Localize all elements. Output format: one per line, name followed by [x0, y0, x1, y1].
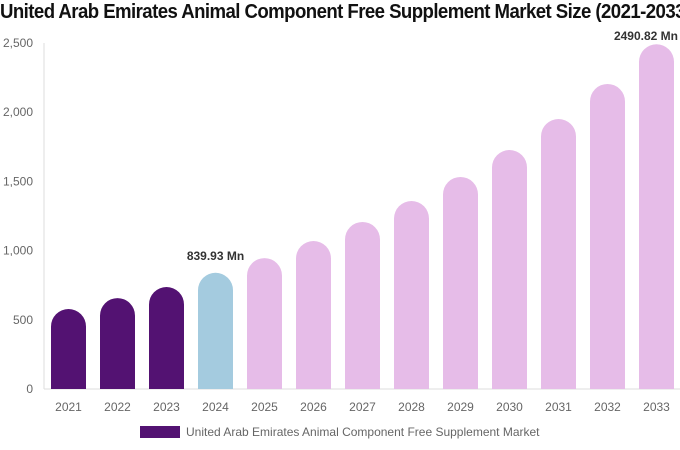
bar-2029[interactable] [443, 176, 478, 389]
y-tick-label: 500 [13, 313, 33, 327]
x-tick-label: 2032 [594, 400, 621, 414]
y-tick-label: 2,500 [3, 36, 33, 50]
y-tick-label: 1,500 [3, 174, 33, 188]
y-tick-label: 0 [26, 382, 33, 396]
data-label: 2490.82 Mn [614, 29, 678, 43]
bar-2030[interactable] [492, 149, 527, 389]
x-tick-label: 2029 [447, 400, 474, 414]
legend[interactable]: United Arab Emirates Animal Component Fr… [140, 425, 540, 439]
x-tick-label: 2021 [55, 400, 82, 414]
bar-2033[interactable] [639, 44, 674, 390]
x-tick-label: 2025 [251, 400, 278, 414]
y-tick-label: 2,000 [3, 105, 33, 119]
bar-2023[interactable] [149, 286, 184, 389]
x-tick-label: 2022 [104, 400, 131, 414]
x-tick-label: 2026 [300, 400, 327, 414]
legend-swatch [140, 426, 180, 438]
x-tick-label: 2024 [202, 400, 229, 414]
bar-2022[interactable] [100, 298, 135, 389]
x-tick-label: 2031 [545, 400, 572, 414]
bar-2032[interactable] [590, 83, 625, 389]
x-tick-label: 2030 [496, 400, 523, 414]
bar-2026[interactable] [296, 241, 331, 389]
bar-2028[interactable] [394, 201, 429, 389]
bar-2027[interactable] [345, 221, 380, 389]
bar-2031[interactable] [541, 118, 576, 389]
chart-title: United Arab Emirates Animal Component Fr… [0, 1, 680, 23]
x-tick-label: 2023 [153, 400, 180, 414]
x-tick-label: 2033 [643, 400, 670, 414]
bar-2025[interactable] [247, 258, 282, 389]
bar-2024[interactable] [198, 272, 233, 389]
y-tick-label: 1,000 [3, 244, 33, 258]
legend-label: United Arab Emirates Animal Component Fr… [186, 425, 540, 439]
data-label: 839.93 Mn [187, 249, 244, 263]
x-tick-label: 2028 [398, 400, 425, 414]
bar-2021[interactable] [51, 309, 86, 389]
x-tick-label: 2027 [349, 400, 376, 414]
